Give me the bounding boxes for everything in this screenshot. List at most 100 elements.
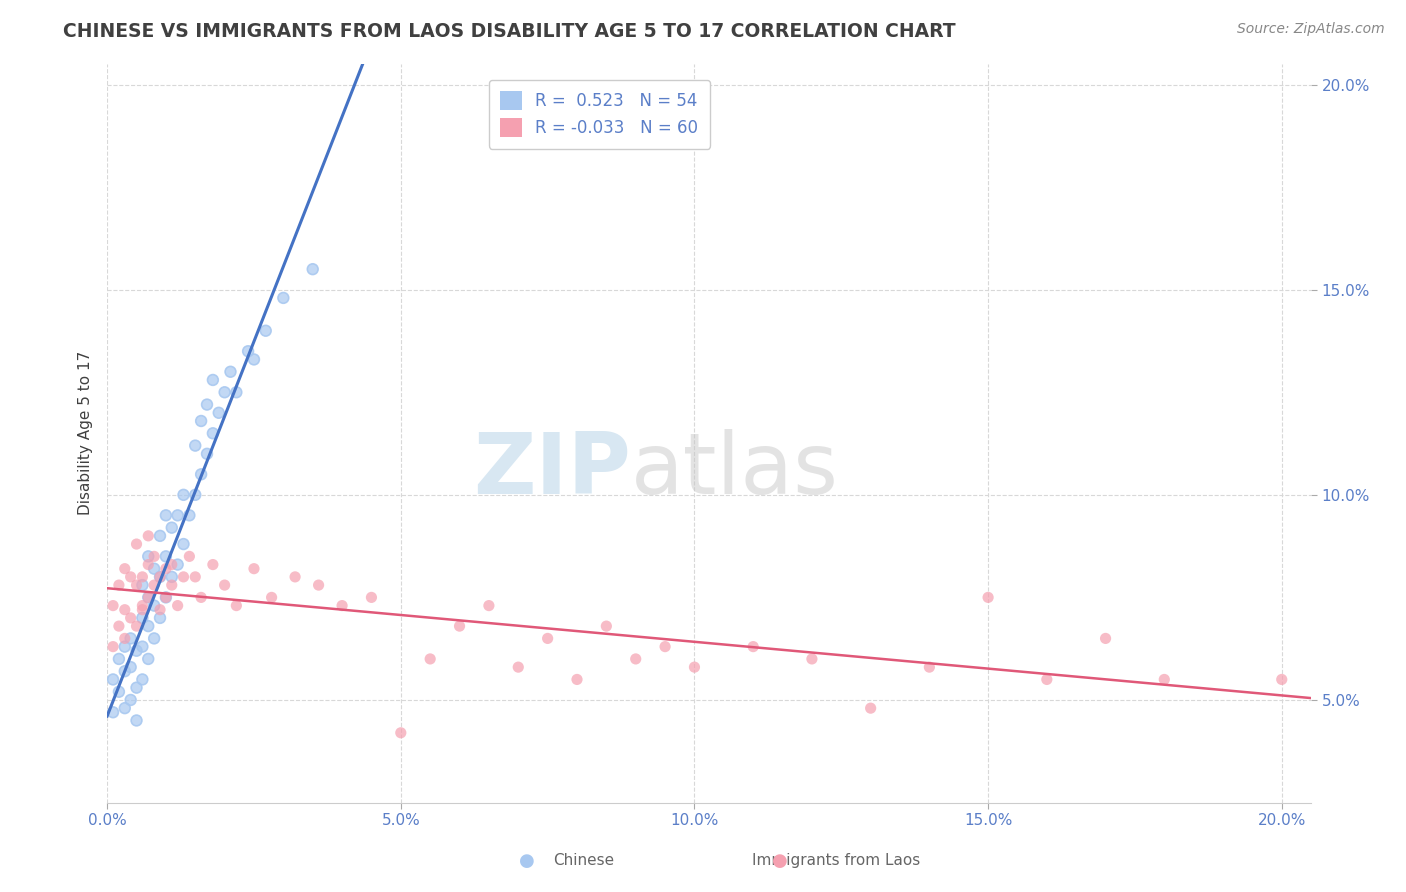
Point <box>195 398 218 412</box>
Point <box>160 558 183 572</box>
Point <box>125 578 148 592</box>
Point <box>301 262 323 277</box>
Point <box>120 570 142 584</box>
Point <box>120 660 142 674</box>
Text: ●: ● <box>772 852 789 870</box>
Point <box>125 619 148 633</box>
Point <box>131 603 153 617</box>
Point <box>800 652 823 666</box>
Text: Immigrants from Laos: Immigrants from Laos <box>752 854 921 868</box>
Point <box>166 599 188 613</box>
Point <box>136 652 159 666</box>
Point <box>565 673 588 687</box>
Point <box>136 591 159 605</box>
Point <box>136 549 159 564</box>
Point <box>114 632 136 646</box>
Text: Chinese: Chinese <box>553 854 614 868</box>
Point <box>114 701 136 715</box>
Text: CHINESE VS IMMIGRANTS FROM LAOS DISABILITY AGE 5 TO 17 CORRELATION CHART: CHINESE VS IMMIGRANTS FROM LAOS DISABILI… <box>63 22 956 41</box>
Point <box>160 578 183 592</box>
Point <box>166 558 188 572</box>
Point <box>149 570 172 584</box>
Point <box>236 344 259 359</box>
Point <box>1094 632 1116 646</box>
Point <box>136 549 159 564</box>
Point <box>114 640 136 654</box>
Point <box>184 488 207 502</box>
Point <box>201 426 224 441</box>
Point <box>143 562 166 576</box>
Point <box>136 591 159 605</box>
Point <box>136 619 159 633</box>
Point <box>225 385 247 400</box>
Point <box>190 591 212 605</box>
Point <box>131 599 153 613</box>
Text: atlas: atlas <box>631 429 839 512</box>
Point <box>114 701 136 715</box>
Point <box>208 406 231 420</box>
Point <box>136 619 159 633</box>
Point <box>184 570 207 584</box>
Point <box>101 673 124 687</box>
Point <box>389 726 412 740</box>
Point <box>114 562 136 576</box>
Point <box>683 660 706 674</box>
Point <box>190 414 212 428</box>
Text: Source: ZipAtlas.com: Source: ZipAtlas.com <box>1237 22 1385 37</box>
Point <box>120 693 142 707</box>
Point <box>859 701 882 715</box>
Point <box>195 398 218 412</box>
Point <box>173 488 195 502</box>
Point <box>101 706 124 720</box>
Point <box>131 578 153 592</box>
Text: ZIP: ZIP <box>474 429 631 512</box>
Point <box>125 681 148 695</box>
Y-axis label: Disability Age 5 to 17: Disability Age 5 to 17 <box>79 351 93 516</box>
Point <box>236 344 259 359</box>
Legend: R =  0.523   N = 54, R = -0.033   N = 60: R = 0.523 N = 54, R = -0.033 N = 60 <box>489 79 710 149</box>
Text: ●: ● <box>519 852 536 870</box>
Point <box>260 591 283 605</box>
Point <box>149 603 172 617</box>
Point <box>190 467 212 482</box>
Point <box>508 660 530 674</box>
Point <box>219 365 242 379</box>
Point <box>101 673 124 687</box>
Point <box>136 529 159 543</box>
Point <box>419 652 441 666</box>
Point <box>225 385 247 400</box>
Point <box>131 611 153 625</box>
Point <box>108 652 131 666</box>
Point <box>149 570 172 584</box>
Point <box>143 578 166 592</box>
Point <box>149 529 172 543</box>
Point <box>1036 673 1059 687</box>
Point <box>201 558 224 572</box>
Point <box>114 665 136 679</box>
Point <box>160 570 183 584</box>
Point <box>120 632 142 646</box>
Point <box>125 681 148 695</box>
Point <box>143 599 166 613</box>
Point <box>131 578 153 592</box>
Point <box>243 562 266 576</box>
Point <box>125 537 148 551</box>
Point <box>143 632 166 646</box>
Point <box>136 558 159 572</box>
Point <box>149 611 172 625</box>
Point <box>155 591 177 605</box>
Point <box>201 373 224 387</box>
Point <box>254 324 277 338</box>
Point <box>184 439 207 453</box>
Point <box>114 640 136 654</box>
Point <box>155 591 177 605</box>
Point <box>173 537 195 551</box>
Point <box>536 632 558 646</box>
Point <box>143 599 166 613</box>
Point <box>360 591 382 605</box>
Point <box>166 508 188 523</box>
Point <box>125 644 148 658</box>
Point <box>101 706 124 720</box>
Point <box>179 508 201 523</box>
Point <box>131 673 153 687</box>
